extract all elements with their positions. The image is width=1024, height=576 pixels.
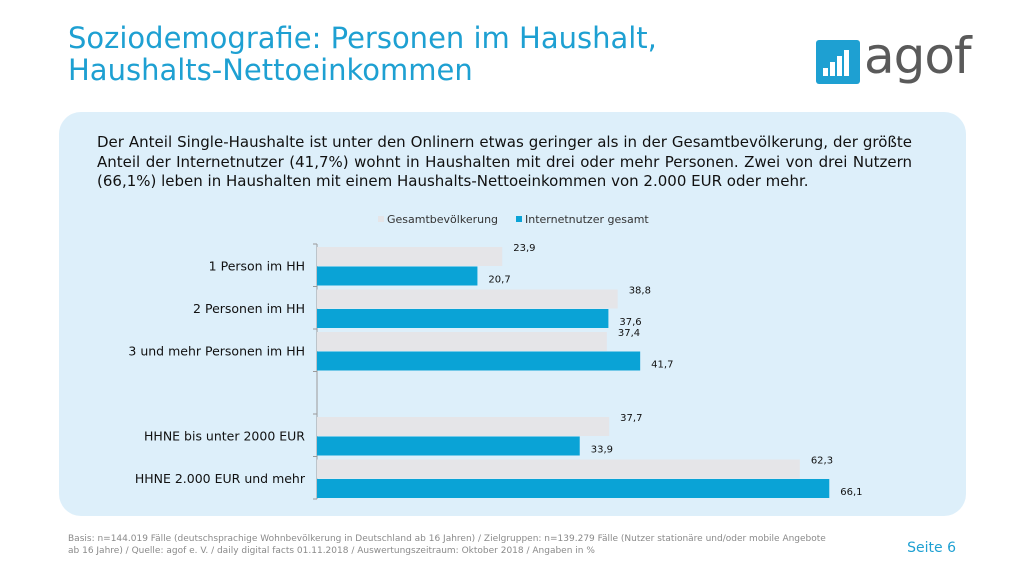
bar-gesamtbevoelkerung — [317, 247, 503, 266]
category-label: HHNE 2.000 EUR und mehr — [135, 471, 306, 486]
bar-gesamtbevoelkerung — [317, 417, 610, 436]
data-label: 41,7 — [651, 360, 673, 371]
data-label: 38,8 — [629, 286, 651, 297]
bar-internetnutzer — [317, 436, 580, 456]
data-label: 37,4 — [618, 328, 640, 339]
bar-internetnutzer — [317, 266, 478, 286]
data-label: 33,9 — [591, 445, 613, 456]
intro-text: Der Anteil Single-Haushalte ist unter de… — [97, 133, 912, 190]
category-label: HHNE bis unter 2000 EUR — [144, 428, 305, 443]
legend-swatch-0 — [378, 216, 384, 222]
bar-internetnutzer — [317, 309, 609, 328]
bar-gesamtbevoelkerung — [317, 459, 800, 479]
title-line-1: Soziodemografie: Personen im Haushalt, — [68, 21, 657, 55]
bar-gesamtbevoelkerung — [317, 332, 607, 351]
bar-internetnutzer — [317, 351, 641, 371]
data-label: 37,6 — [619, 317, 641, 328]
logo-text: agof — [864, 27, 972, 85]
page-number: Seite 6 — [907, 540, 956, 556]
data-label: 23,9 — [513, 243, 535, 254]
agof-logo: agof — [816, 28, 972, 90]
data-label: 66,1 — [840, 487, 862, 498]
category-label: 3 und mehr Personen im HH — [128, 343, 305, 358]
data-label: 20,7 — [488, 275, 510, 286]
agof-bars-icon — [816, 40, 860, 84]
footer-source: Basis: n=144.019 Fälle (deutschsprachige… — [68, 534, 826, 556]
bar-internetnutzer — [317, 479, 830, 498]
title-line-2: Haushalts-Nettoeinkommen — [68, 53, 473, 87]
data-label: 62,3 — [811, 456, 833, 467]
category-label: 1 Person im HH — [209, 258, 305, 273]
legend-swatch-1 — [516, 216, 522, 222]
data-label: 37,7 — [620, 413, 642, 424]
legend-label-1: Internetnutzer gesamt — [525, 213, 649, 226]
legend-label-0: Gesamtbevölkerung — [387, 213, 498, 226]
category-label: 2 Personen im HH — [193, 301, 305, 316]
page-title: Soziodemografie: Personen im Haushalt, H… — [68, 22, 768, 86]
bar-gesamtbevoelkerung — [317, 289, 618, 309]
